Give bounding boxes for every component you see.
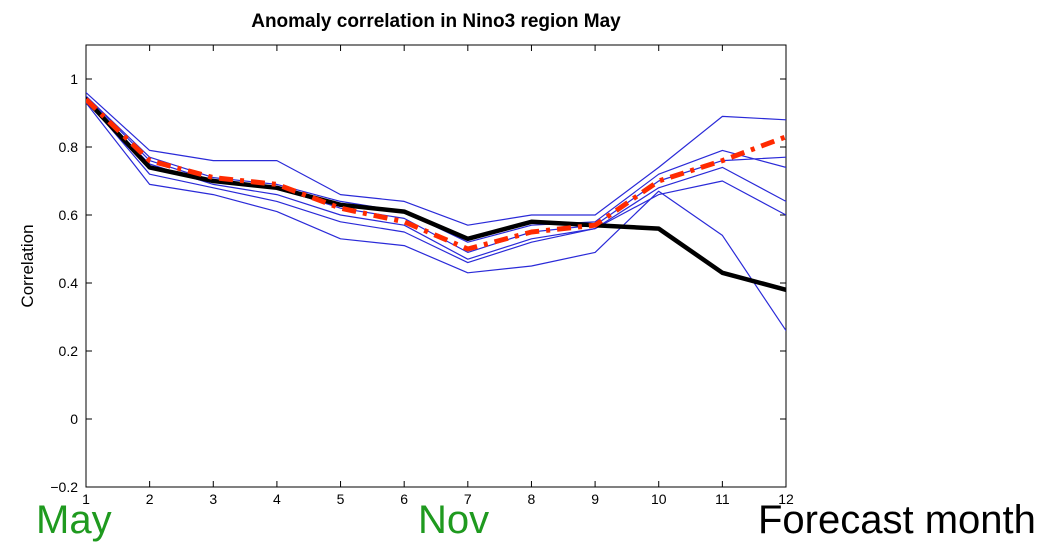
- y-tick-label: 0.4: [59, 275, 79, 291]
- chart-title: Anomaly correlation in Nino3 region May: [251, 11, 621, 32]
- annotation-may: May: [36, 498, 112, 542]
- x-tick-label: 2: [146, 491, 154, 507]
- annotation-forecast-month: Forecast month: [758, 498, 1036, 542]
- x-tick-label: 9: [591, 491, 599, 507]
- series-line-5-thin: [86, 98, 786, 264]
- series-line-1-thin: [86, 91, 786, 226]
- x-tick-label: 10: [651, 491, 667, 507]
- x-tick-label: 5: [337, 491, 345, 507]
- annotation-nov: Nov: [418, 498, 490, 542]
- y-axis-label: Correlation: [18, 224, 37, 307]
- plot-area-frame: [85, 44, 787, 488]
- x-axis-ticks: 1 2 3 4 5 6 7 8 9 10 11 12: [82, 45, 794, 507]
- x-tick-label: 4: [273, 491, 281, 507]
- x-tick-label: 3: [209, 491, 217, 507]
- series-line-7-thick: [86, 97, 786, 293]
- series-lines: [86, 91, 786, 332]
- y-tick-label: 0.6: [59, 207, 79, 223]
- x-tick-label: 8: [528, 491, 536, 507]
- x-tick-label: 1: [82, 491, 90, 507]
- y-tick-label: 0.2: [59, 343, 79, 359]
- x-tick-label: 12: [778, 491, 794, 507]
- x-tick-label: 7: [464, 491, 472, 507]
- y-tick-label: 0.8: [59, 139, 79, 155]
- y-tick-label: −0.2: [50, 479, 78, 495]
- y-tick-label: 1: [70, 71, 78, 87]
- y-tick-label: 0: [70, 411, 78, 427]
- x-tick-label: 6: [400, 491, 408, 507]
- series-line-8-dashed: [86, 97, 786, 252]
- y-axis-ticks: −0.2 0 0.2 0.4 0.6 0.8 1: [50, 71, 786, 495]
- series-line-6-thin: [86, 102, 786, 332]
- x-tick-label: 11: [715, 491, 730, 507]
